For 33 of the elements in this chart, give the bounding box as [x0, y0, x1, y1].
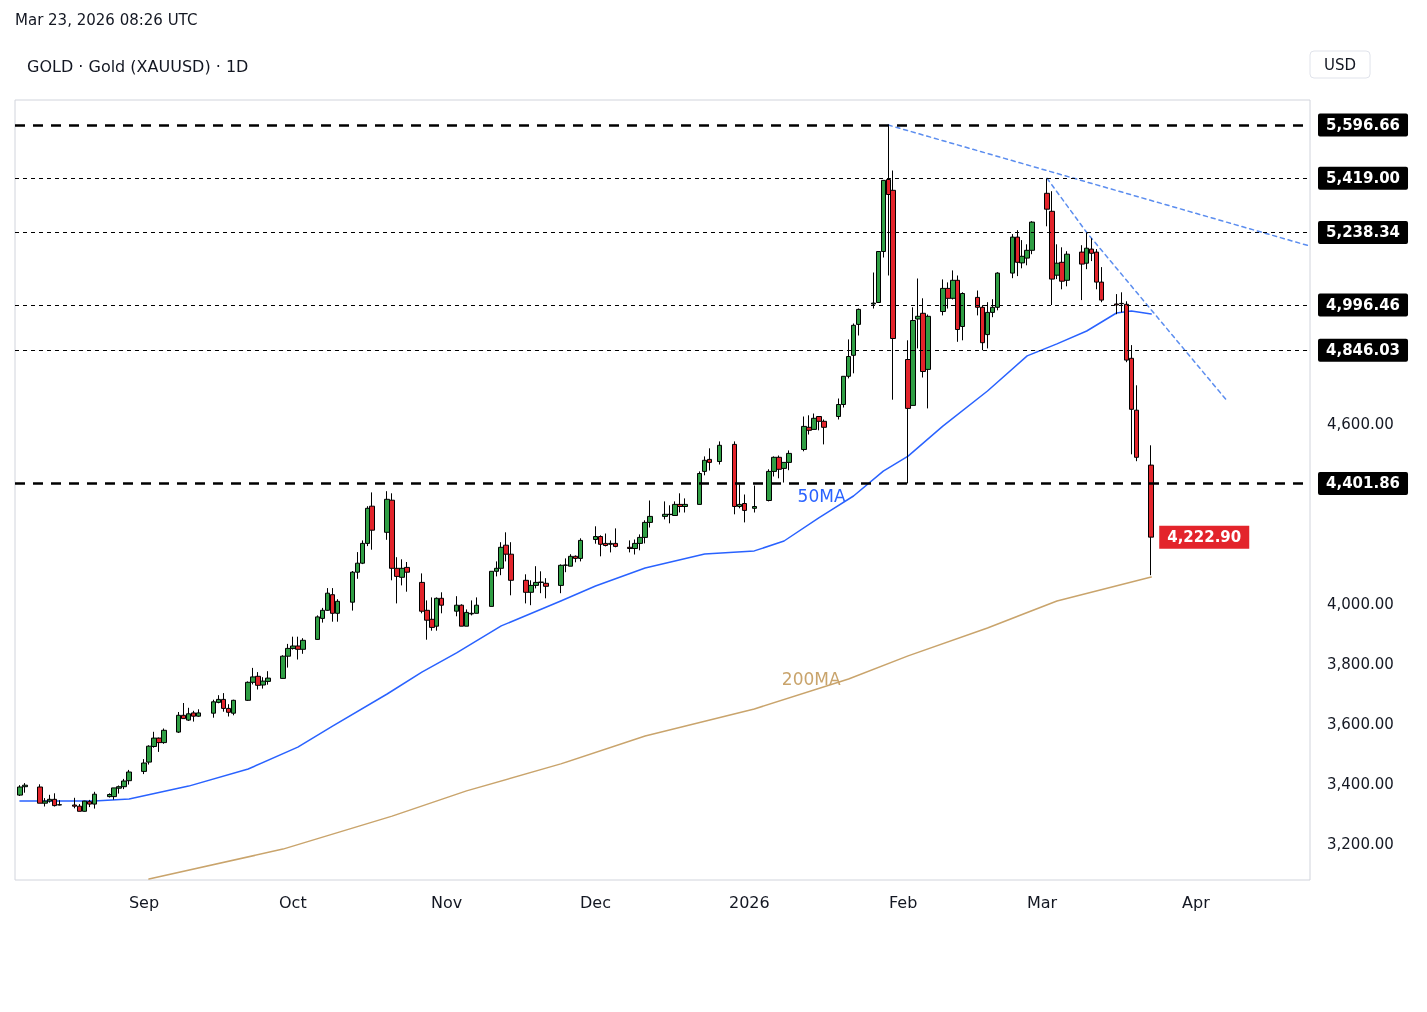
y-tick-label: 4,600.00	[1327, 415, 1394, 433]
y-tick-label: 3,200.00	[1327, 835, 1394, 853]
ref-line-label: 5,596.66	[1326, 116, 1401, 134]
candlestick	[856, 308, 861, 336]
chart-title: GOLD · Gold (XAUUSD) · 1D	[27, 56, 249, 76]
annotation: 4,222.90	[1167, 528, 1242, 547]
y-tick-label: 3,400.00	[1327, 775, 1394, 793]
x-tick-label: Feb	[888, 892, 918, 912]
y-tick-label: 4,000.00	[1327, 595, 1394, 613]
text: Mar 23, 2026 08:26 UTC	[15, 10, 198, 29]
ref-line-label: 4,846.03	[1326, 341, 1401, 360]
y-tick-label: 3,600.00	[1327, 715, 1394, 733]
ref-line-label: 4,401.86	[1326, 474, 1401, 493]
ref-line-label: 4,996.46	[1326, 296, 1401, 315]
line-series	[148, 576, 1152, 880]
candlestick	[369, 491, 375, 551]
candlestick	[717, 440, 722, 465]
x-tick-label: Nov	[431, 892, 463, 912]
x-tick-label: Dec	[580, 892, 611, 912]
candlestick	[662, 500, 668, 520]
candlestick	[1134, 384, 1139, 462]
x-tick-label: 2026	[728, 892, 770, 912]
y-tick-label: 3,800.00	[1327, 655, 1394, 673]
series-label: 50MA	[797, 486, 846, 506]
ref-line-label: 5,419.00	[1326, 169, 1401, 188]
series-label: 200MA	[781, 669, 841, 689]
x-tick-label: Apr	[1182, 892, 1211, 912]
ref-line-label: 5,238.34	[1326, 223, 1401, 242]
y-axis-title: USD	[1324, 55, 1357, 74]
line-series	[19, 310, 1152, 802]
x-tick-label: Mar	[1026, 892, 1058, 912]
x-tick-label: Sep	[128, 892, 160, 912]
x-tick-label: Oct	[279, 892, 307, 912]
